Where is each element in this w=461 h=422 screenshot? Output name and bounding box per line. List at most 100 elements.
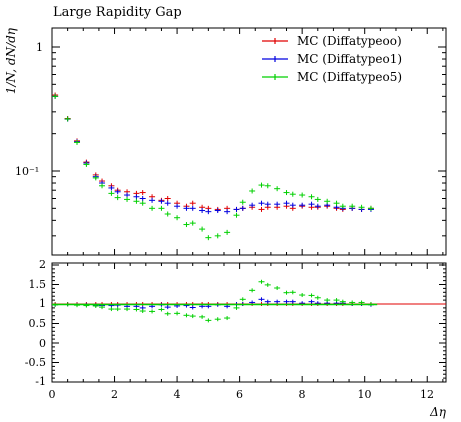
data-point-s2 [324, 198, 331, 204]
ratio-tick-label-2: 2 [39, 258, 46, 271]
data-point-s1 [233, 206, 240, 212]
data-point-s2 [174, 215, 181, 221]
data-point-s1 [224, 209, 231, 215]
ratio-tick-label-0.5: 0.5 [29, 317, 47, 330]
ratio-point-s2 [249, 288, 256, 293]
data-point-s2 [108, 190, 115, 196]
data-point-s1 [139, 196, 146, 202]
ratio-point-s2 [114, 307, 121, 312]
chart-title: Large Rapidity Gap [53, 5, 182, 20]
x-tick-label-12: 12 [420, 388, 434, 401]
data-point-s1 [314, 203, 321, 209]
ratio-point-s2 [224, 316, 231, 321]
data-point-s0 [189, 200, 196, 206]
data-point-s2 [205, 235, 212, 241]
x-tick-label-4: 4 [174, 388, 181, 401]
data-point-s2 [199, 226, 206, 232]
data-point-s1 [158, 198, 165, 204]
ratio-point-s2 [205, 318, 212, 323]
data-point-s1 [249, 202, 256, 208]
ratio-point-s2 [239, 297, 246, 302]
legend-entry-diffatypeo1: MC (Diffatypeo1) [262, 52, 402, 66]
ratio-point-s2 [189, 314, 196, 319]
ratio-point-s1 [289, 299, 296, 304]
ratio-point-s2 [283, 290, 290, 295]
data-point-s1 [183, 205, 190, 211]
ratio-point-s2 [158, 307, 165, 312]
data-point-s0 [139, 190, 146, 196]
ratio-point-s2 [174, 311, 181, 316]
ratio-point-s1 [258, 297, 265, 302]
x-tick-label-2: 2 [111, 388, 118, 401]
ratio-point-s2 [299, 293, 306, 298]
data-point-s2 [299, 192, 306, 198]
ratio-tick-label-neg1: -1 [35, 375, 46, 388]
data-point-s2 [339, 203, 346, 209]
data-point-s2 [189, 220, 196, 226]
ratio-point-s2 [314, 295, 321, 300]
ratio-point-s2 [214, 317, 221, 322]
ratio-point-s2 [339, 299, 346, 304]
ratio-point-s2 [308, 293, 315, 298]
ratio-point-s2 [139, 309, 146, 314]
ratio-point-s2 [258, 279, 265, 284]
data-point-s1 [264, 201, 271, 207]
ratio-point-s2 [108, 307, 115, 312]
legend-entry-diffatypeoo: MC (Diffatypeoo) [262, 34, 402, 48]
ratio-point-s2 [233, 305, 240, 310]
data-point-s1 [283, 200, 290, 206]
data-point-s2 [308, 194, 315, 200]
data-point-s2 [233, 212, 240, 218]
ratio-point-s1 [274, 299, 281, 304]
data-point-s1 [108, 185, 115, 191]
legend-label-diffatypeo5: MC (Diffatypeo5) [297, 70, 402, 84]
data-point-s2 [367, 205, 374, 211]
data-point-s1 [239, 205, 246, 211]
data-point-s2 [358, 204, 365, 210]
ratio-point-s2 [133, 307, 140, 312]
data-point-s2 [349, 203, 356, 209]
ratio-point-s2 [164, 311, 171, 316]
data-point-s2 [52, 93, 59, 99]
data-point-s1 [114, 189, 121, 195]
ratio-tick-label-1: 1 [39, 297, 46, 310]
y-axis-label: 1/N, dN/dη [4, 27, 18, 94]
legend-label-diffatypeoo: MC (Diffatypeoo) [297, 34, 402, 48]
data-point-s2 [274, 186, 281, 192]
data-point-s2 [314, 196, 321, 202]
x-axis-label: Δη [429, 405, 447, 419]
x-tick-label-8: 8 [299, 388, 306, 401]
data-point-s1 [149, 197, 156, 203]
data-point-s1 [199, 208, 206, 214]
data-point-s2 [239, 199, 246, 205]
x-tick-label-0: 0 [49, 388, 56, 401]
data-point-s2 [64, 116, 71, 122]
ratio-tick-label-neg0.5: -0.5 [25, 356, 46, 369]
ratio-point-s2 [289, 290, 296, 295]
ratio-point-s1 [283, 299, 290, 304]
data-point-s2 [258, 182, 265, 188]
data-point-s2 [149, 205, 156, 211]
ratio-point-s1 [164, 305, 171, 310]
data-point-s2 [333, 200, 340, 206]
ratio-point-s2 [274, 286, 281, 291]
ratio-point-s2 [183, 313, 190, 318]
data-point-s2 [249, 188, 256, 194]
ratio-plot-marks [52, 279, 446, 323]
ratio-point-s2 [264, 282, 271, 287]
data-point-s1 [189, 205, 196, 211]
data-point-s2 [83, 161, 90, 167]
data-point-s2 [158, 205, 165, 211]
data-point-s0 [164, 196, 171, 202]
x-tick-label-10: 10 [358, 388, 372, 401]
data-point-s2 [133, 198, 140, 204]
data-point-s1 [124, 192, 131, 198]
main-axis-ticks [51, 28, 446, 255]
ratio-point-s2 [333, 298, 340, 303]
ratio-point-s2 [99, 305, 106, 310]
main-plot-marks [52, 92, 374, 241]
data-point-s1 [164, 200, 171, 206]
y-tick-label-1: 1 [36, 41, 43, 54]
data-point-s2 [74, 139, 81, 145]
data-point-s2 [264, 183, 271, 189]
